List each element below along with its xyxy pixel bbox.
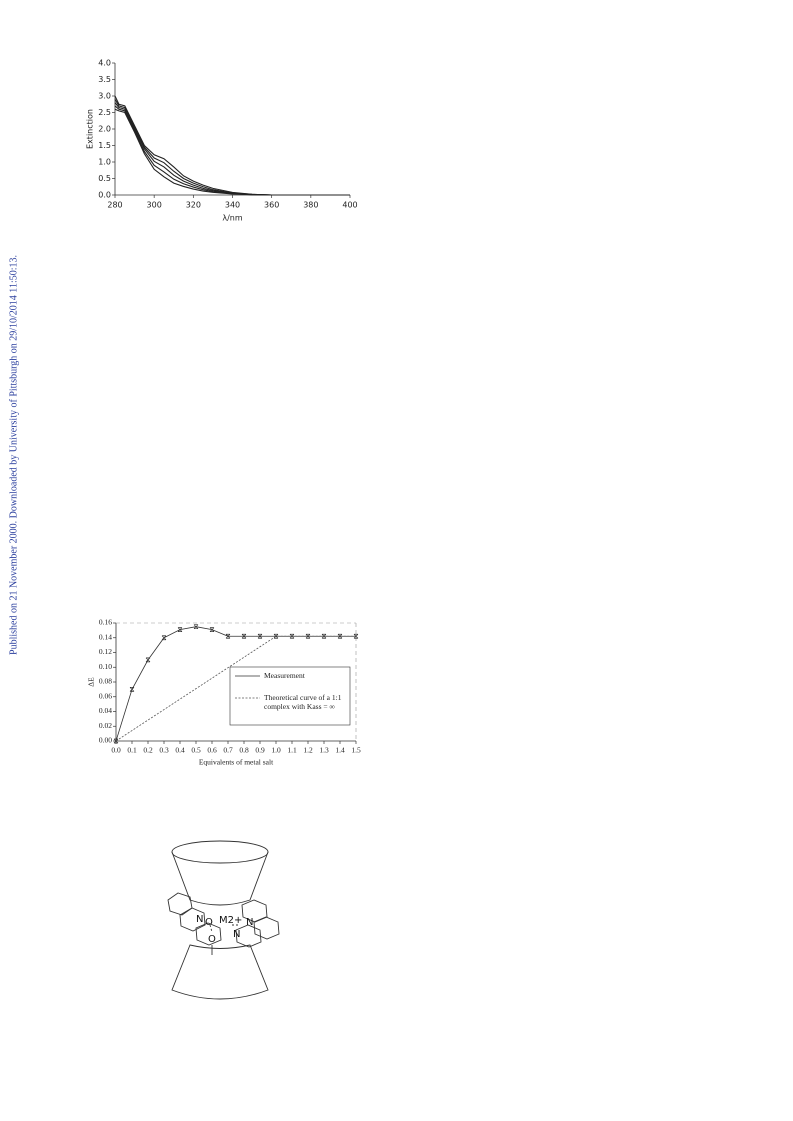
x-tick-label: 0.1 xyxy=(127,746,137,755)
point-marker xyxy=(177,627,183,632)
y-tick-label: 1.0 xyxy=(98,158,111,167)
x-tick-label: 1.5 xyxy=(351,746,361,755)
y-tick-label: 0.04 xyxy=(99,706,112,715)
x-tick-label: 0.4 xyxy=(175,746,185,755)
x-tick-label: 1.2 xyxy=(303,746,313,755)
x-tick-label: 0.7 xyxy=(223,746,233,755)
point-marker xyxy=(209,627,215,632)
x-tick-label: 1.3 xyxy=(319,746,329,755)
x-tick-label: 300 xyxy=(147,201,162,210)
point-marker xyxy=(305,633,311,639)
x-tick-label: 380 xyxy=(303,201,318,210)
x-axis-label: Equivalents of metal salt xyxy=(199,758,274,767)
atom-label: N xyxy=(246,917,253,928)
y-tick-label: 2.0 xyxy=(98,125,111,134)
x-tick-label: 0.3 xyxy=(159,746,169,755)
x-tick-label: 320 xyxy=(186,201,201,210)
y-tick-label: 0.10 xyxy=(99,662,112,671)
y-axis-label: Extinction xyxy=(86,109,95,149)
x-tick-label: 0.5 xyxy=(191,746,201,755)
series-line xyxy=(114,102,350,196)
x-tick-label: 280 xyxy=(107,201,122,210)
point-marker xyxy=(241,633,247,639)
y-tick-label: 4.0 xyxy=(98,59,111,68)
spectrum-chart: 280 300 320 340 360 380 400 0.0 0.5 1.0 1.5 2.0 2.5 3… xyxy=(86,59,358,223)
atom-label: N xyxy=(196,914,203,925)
legend-entry: Theoretical curve of a 1:1 complex with … xyxy=(264,693,342,711)
series-line xyxy=(114,108,350,196)
legend-label: Theoretical curve of a 1:1 complex with … xyxy=(264,693,342,711)
point-marker xyxy=(193,624,199,630)
side-note: Published on 21 November 2000. Downloade… xyxy=(8,255,19,655)
y-tick-label: 0.00 xyxy=(99,736,112,745)
complex-diagram: N O M2+ N N O xyxy=(167,840,280,1000)
x-tick-label: 0.8 xyxy=(239,746,249,755)
legend-label: Measurement xyxy=(264,671,305,680)
titration-chart: 0.0 0.1 0.2 0.3 0.4 0.5 0.6 0.7 0.8 0.9 1.0 1.1 1.2 1… xyxy=(87,618,361,767)
x-tick-label: 1.1 xyxy=(287,746,297,755)
upper-cup xyxy=(171,851,269,906)
point-marker xyxy=(337,633,343,639)
point-marker xyxy=(161,635,167,641)
bond xyxy=(209,924,213,933)
ring xyxy=(195,922,222,946)
lower-cone xyxy=(171,944,269,1000)
point-marker xyxy=(273,633,279,639)
ring xyxy=(179,907,206,932)
x-tick-label: 0.2 xyxy=(143,746,153,755)
x-tick-label: 0.0 xyxy=(111,746,121,755)
y-tick-label: 0.12 xyxy=(99,647,112,656)
y-tick-label: 0.0 xyxy=(98,191,111,200)
series-line xyxy=(114,95,350,196)
atom-label: O xyxy=(208,934,216,945)
x-tick-label: 1.0 xyxy=(271,746,281,755)
legend-entry: Measurement xyxy=(264,671,305,680)
x-tick-label: 360 xyxy=(264,201,279,210)
x-tick-label: 400 xyxy=(342,201,357,210)
series-line xyxy=(115,635,356,742)
upper-cup-rim xyxy=(171,840,269,864)
y-tick-label: 0.16 xyxy=(99,618,112,627)
atom-label: O xyxy=(205,917,213,928)
y-axis-label: ΔE xyxy=(87,677,96,687)
point-marker xyxy=(145,657,151,663)
y-tick-label: 3.5 xyxy=(98,75,111,84)
y-tick-label: 0.08 xyxy=(99,677,112,686)
point-marker xyxy=(257,633,263,639)
ring xyxy=(235,924,262,948)
y-tick-label: 0.14 xyxy=(99,632,112,641)
point-marker xyxy=(225,633,231,639)
x-tick-label: 0.6 xyxy=(207,746,217,755)
y-tick-label: 1.5 xyxy=(98,141,111,150)
y-tick-label: 0.06 xyxy=(99,691,112,700)
ring xyxy=(253,916,280,940)
y-tick-label: 2.5 xyxy=(98,108,111,117)
y-tick-label: 0.5 xyxy=(98,174,111,183)
atom-label: M2+ xyxy=(219,915,242,926)
x-tick-label: 340 xyxy=(225,201,240,210)
y-tick-label: 0.02 xyxy=(99,721,112,730)
ring xyxy=(167,892,193,916)
atom-label: N xyxy=(233,929,240,940)
y-tick-label: 3.0 xyxy=(98,92,111,101)
x-tick-label: 1.4 xyxy=(335,746,345,755)
legend-box xyxy=(229,666,351,726)
x-tick-label: 0.9 xyxy=(255,746,265,755)
x-axis-label: λ/nm xyxy=(222,214,243,223)
point-marker xyxy=(129,687,135,692)
series-line xyxy=(114,99,350,196)
